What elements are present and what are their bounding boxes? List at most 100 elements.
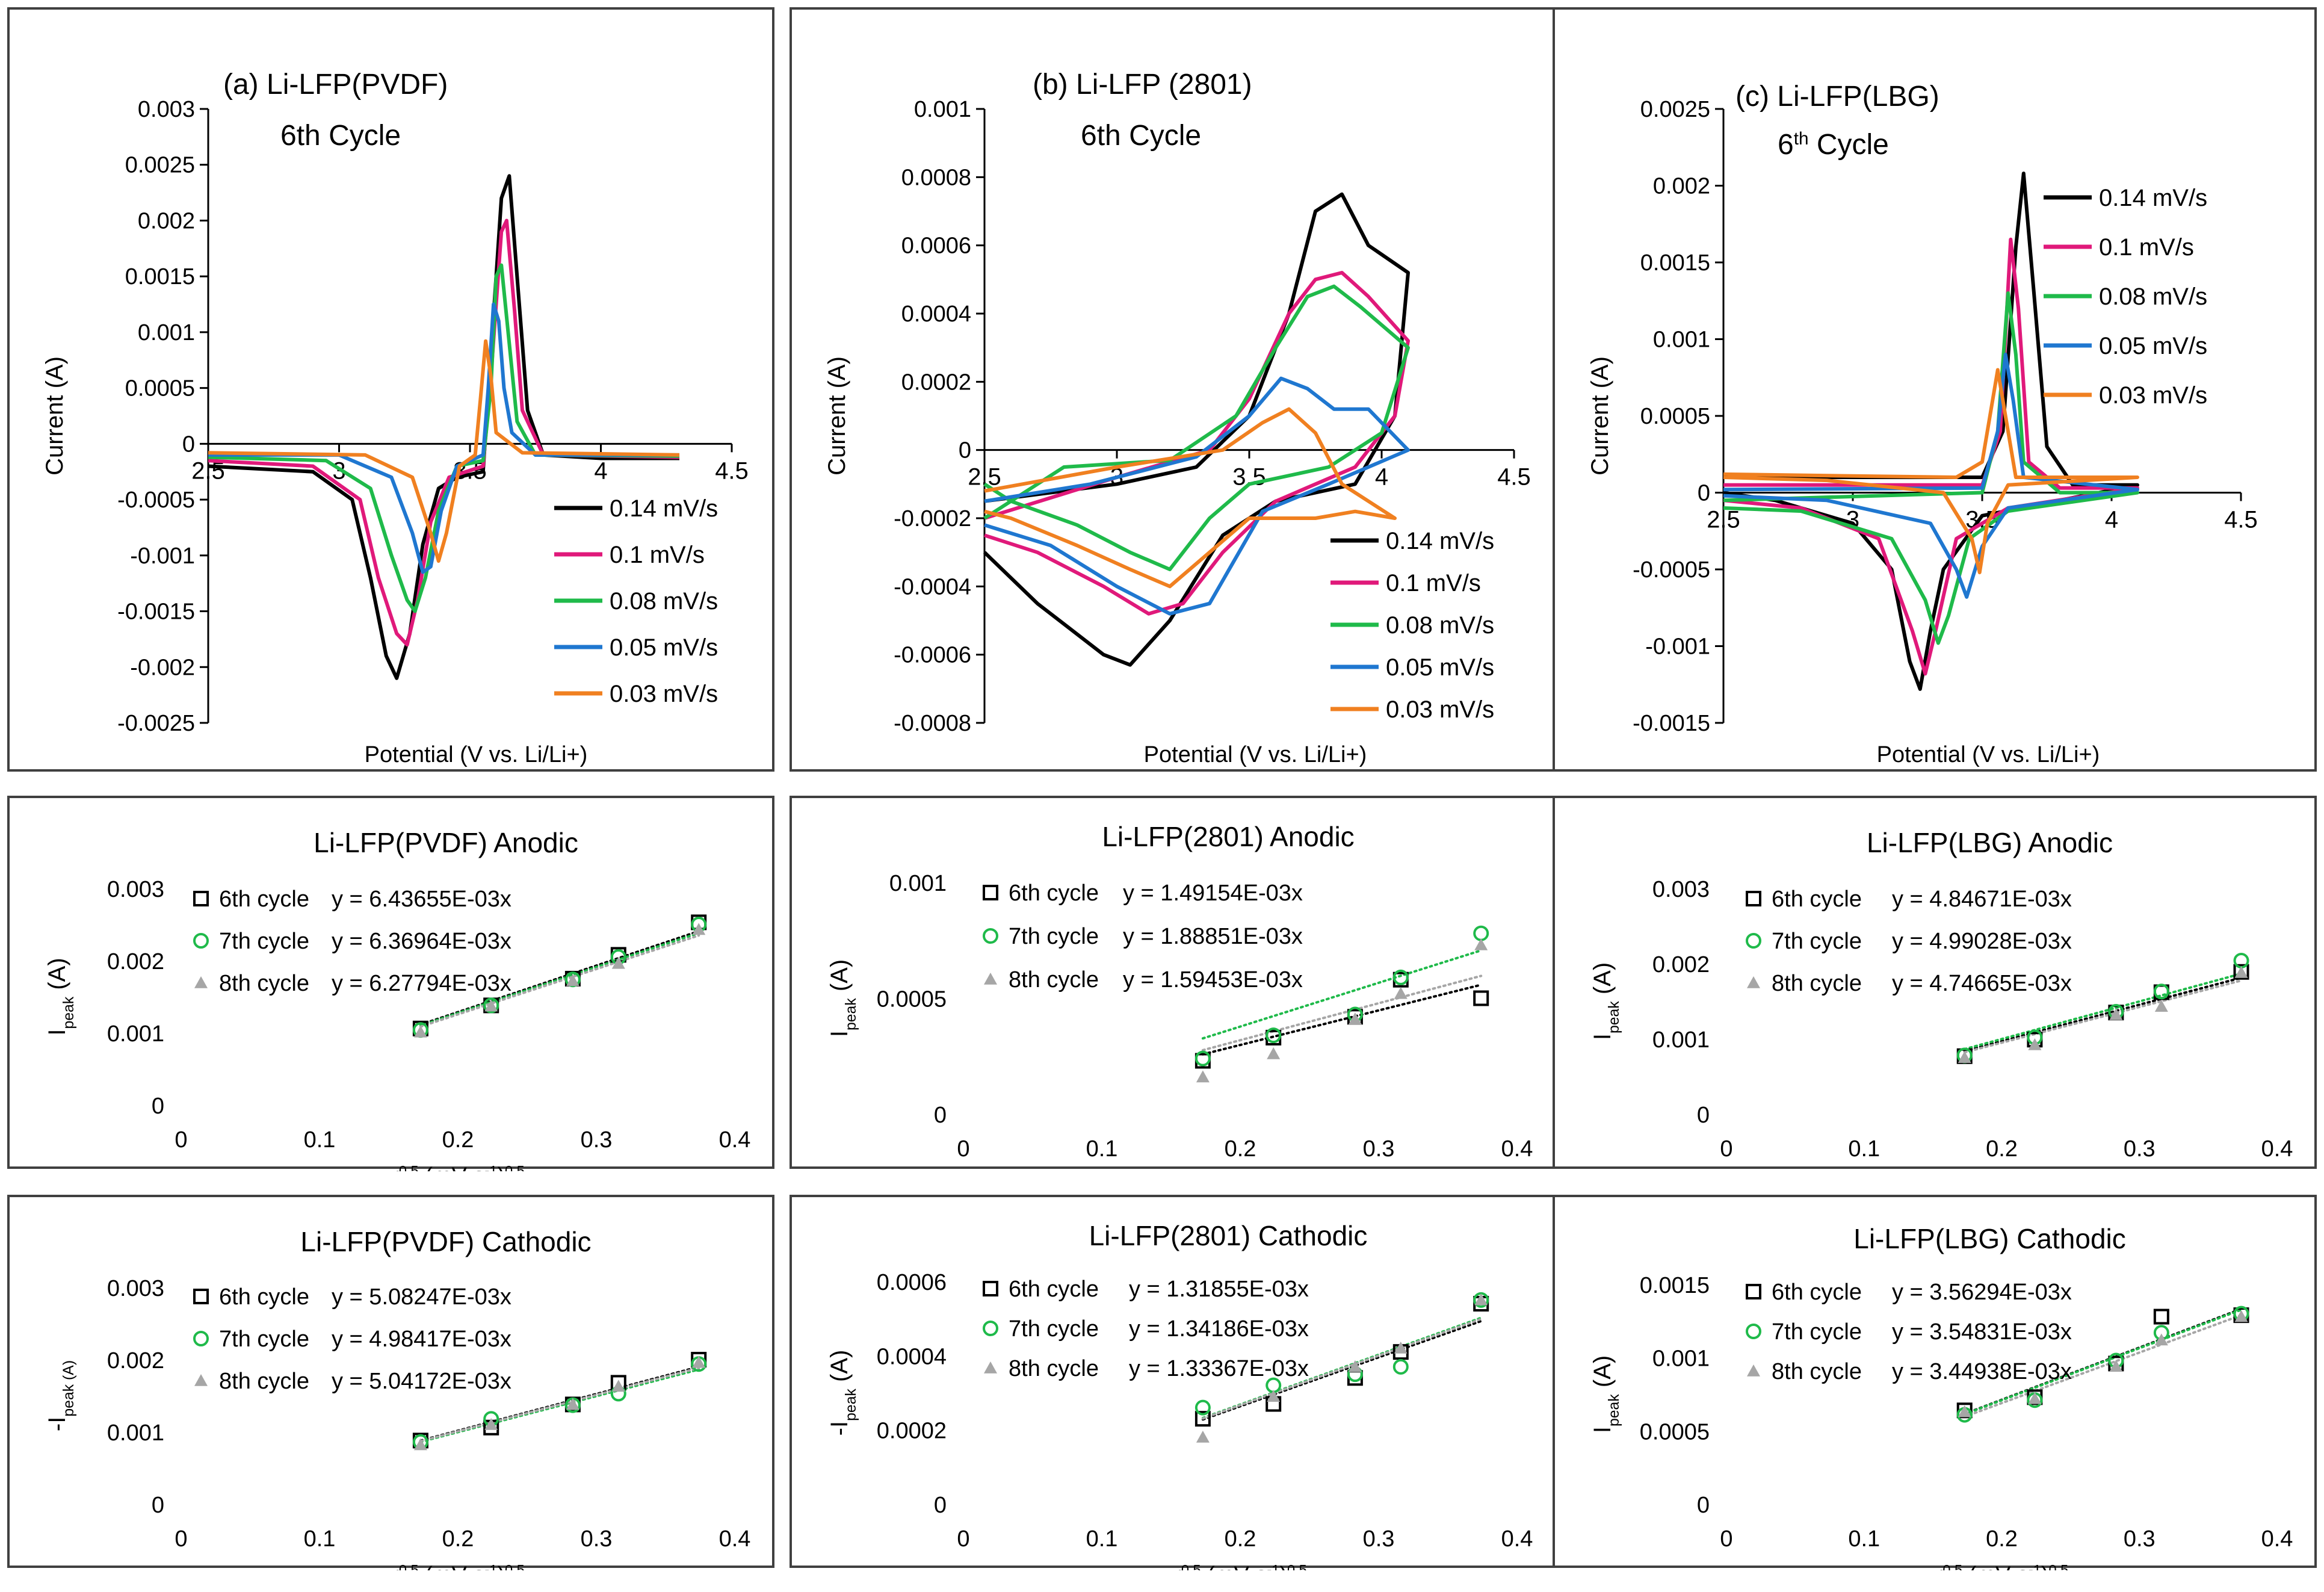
trendline [1201,1318,1483,1420]
series-line [984,376,1410,616]
x-tick-label: 4.5 [1497,464,1531,491]
y-axis-title: Ipeak (A) [44,958,77,1035]
anodic-chart-lbg: Li-LFP(LBG) Anodic 0.003 0.002 0.001 00 0.1 0.… [1589,827,2293,1162]
cathodic-panel-2801: Li-LFP(2801) Cathodic 0.0006 0.0004 0.0002 0… [790,1195,1557,1570]
legend-marker [193,1289,209,1304]
y-tick-label: -0.0005 [1633,557,1710,583]
x-axis-title-part: -1 [484,1163,497,1171]
y-tick-label: -0.0004 [894,574,971,599]
data-point [1194,1050,1211,1067]
x-axis-title-part: ) [1279,1563,1287,1570]
chart-title: Li-LFP(2801) Anodic [1102,821,1354,852]
legend-label: 0.05 mV/s [1386,654,1494,681]
y-axis-title: Current (A) [1587,356,1613,475]
data-point [1392,1358,1409,1375]
data-point [484,1418,498,1430]
y-tick-label: -0.0006 [894,643,971,668]
x-tick-label: 0.2 [1225,1136,1256,1162]
trendline-equation: y = 6.43655E-03x [332,887,511,912]
x-tick-label: 0.4 [1501,1136,1533,1162]
legend-marker [1747,1364,1760,1377]
x-tick-label: 2.5 [968,464,1001,491]
y-tick-label: 0.002 [107,1348,164,1374]
data-point [2233,964,2249,980]
x-tick-label: 0.2 [1225,1526,1256,1552]
legend-label: 6th cycle [1772,1280,1862,1305]
legend-label: 0.1 mV/s [1386,570,1481,596]
x-axis-title-part: -1 [2029,1562,2041,1570]
y-axis-title-part: I [44,1029,70,1036]
data-point [1194,1399,1211,1416]
x-axis-title-part: -1 [1267,1562,1279,1570]
x-tick-label: 0 [1720,1526,1732,1552]
y-axis-title: -Ipeak (A) [826,1350,859,1436]
y-tick-label: 0.001 [1652,1027,1710,1053]
y-axis-title: Ipeak (A) [1589,1355,1622,1433]
x-axis-title-part: (mV s [1962,1563,2029,1570]
x-tick-label: 4 [594,457,607,484]
series-line [208,174,679,680]
x-axis-title: r0.5 (mV s-1)0.5 [391,1562,525,1570]
y-axis-title-part: -I [826,1421,853,1436]
legend-label: 0.08 mV/s [2099,283,2207,310]
legend-marker [1746,933,1761,949]
y-tick-label: 0 [182,432,195,457]
data-point [1394,1342,1408,1354]
y-axis-title-part: peak (A) [61,1360,77,1417]
cv-panel-lbg: 0.0025 0.002 0.0015 0.001 0.0005 0 -0.0005 -0.0… [1553,7,2317,772]
series-line [1723,237,2139,676]
y-axis-title-part: I [1589,1033,1616,1040]
y-tick-label: -0.0025 [117,711,195,736]
data-point [1394,986,1408,999]
y-axis-title-part: - [44,1423,70,1431]
x-axis-title: Potential (V vs. Li/Li+) [1877,742,2100,767]
legend-marker [194,1374,208,1386]
trendline [1963,1309,2243,1416]
chart-subtitle: 6th Cycle [1778,129,1889,161]
chart-title: Li-LFP(LBG) Cathodic [1853,1223,2126,1254]
data-point [484,999,498,1012]
data-point [1473,925,1489,941]
x-axis-title-part: r [1935,1563,1943,1570]
legend-label: 0.05 mV/s [610,634,718,661]
legend-label: 0.1 mV/s [610,542,705,568]
y-tick-label: 0.0004 [877,1344,947,1369]
x-tick-label: 3 [332,457,345,484]
legend-label: 6th cycle [1772,887,1862,912]
y-tick-label: -0.0008 [894,711,971,736]
series-line [1723,353,2139,599]
x-tick-label: 0.1 [1086,1526,1118,1552]
y-tick-label: 0.003 [107,1276,164,1301]
data-point [1196,1431,1210,1443]
x-tick-label: 0.3 [581,1526,613,1552]
data-point [2234,1310,2248,1322]
legend-label: 0.14 mV/s [2099,185,2207,211]
x-tick-label: 4.5 [2224,507,2258,533]
chart-subtitle-part: Cycle [1809,129,1889,161]
x-tick-label: 0 [1720,1136,1732,1162]
x-tick-label: 0.3 [1363,1526,1395,1552]
x-axis-title: Potential (V vs. Li/Li+) [1144,742,1367,767]
y-tick-label: 0 [959,438,971,463]
chart-subtitle: 6th Cycle [1081,120,1201,152]
legend-label: 8th cycle [1772,1359,1862,1384]
trendline [1963,976,2243,1053]
legend-label: 8th cycle [1009,1356,1099,1381]
trendline-equation: y = 6.36964E-03x [332,929,511,954]
y-tick-label: 0.003 [107,877,164,902]
x-tick-label: 0.4 [2261,1136,2293,1162]
trendline [419,1366,700,1443]
x-tick-label: 0 [175,1127,187,1153]
x-tick-label: 0.1 [1086,1136,1118,1162]
chart-subtitle-part: th [1794,129,1809,149]
data-point [566,1398,579,1410]
y-axis-title-part: (A) [826,1350,853,1389]
legend-label: 7th cycle [219,929,309,954]
legend-label: 8th cycle [1009,967,1099,993]
legend-label: 7th cycle [1009,1316,1099,1342]
y-tick-label: 0 [152,1493,164,1518]
data-point [1474,938,1488,950]
x-tick-label: 4 [1375,464,1388,491]
cv-chart-lbg: 0.0025 0.002 0.0015 0.001 0.0005 0 -0.0005 -0.0… [1587,81,2258,767]
x-tick-label: 0.3 [1363,1136,1395,1162]
